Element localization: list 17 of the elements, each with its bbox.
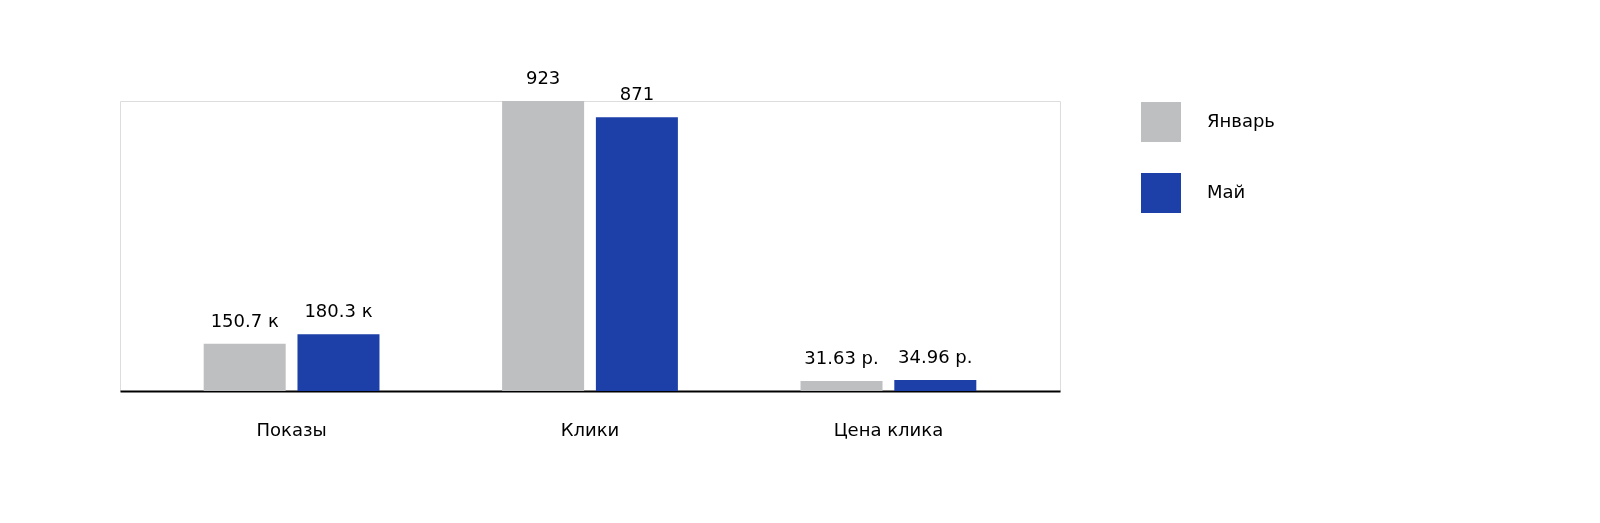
legend-label: Май	[1207, 181, 1246, 202]
data-label: 31.63 р.	[804, 347, 879, 369]
x-tick-label: Показы	[256, 418, 327, 440]
bar	[203, 343, 286, 391]
bar	[894, 380, 977, 391]
data-label: 34.96 р.	[898, 346, 973, 368]
data-label: 150.7 к	[210, 309, 279, 331]
data-label: 923	[525, 67, 561, 88]
bar	[502, 101, 585, 391]
bar	[595, 117, 678, 391]
data-label: 871	[619, 83, 655, 105]
legend-label: Январь	[1207, 110, 1275, 131]
x-tick-label: Клики	[560, 418, 620, 440]
x-tick-label: Цена клика	[833, 418, 944, 440]
bar	[297, 334, 380, 391]
data-label: 180.3 к	[304, 300, 373, 322]
bar	[800, 381, 883, 391]
